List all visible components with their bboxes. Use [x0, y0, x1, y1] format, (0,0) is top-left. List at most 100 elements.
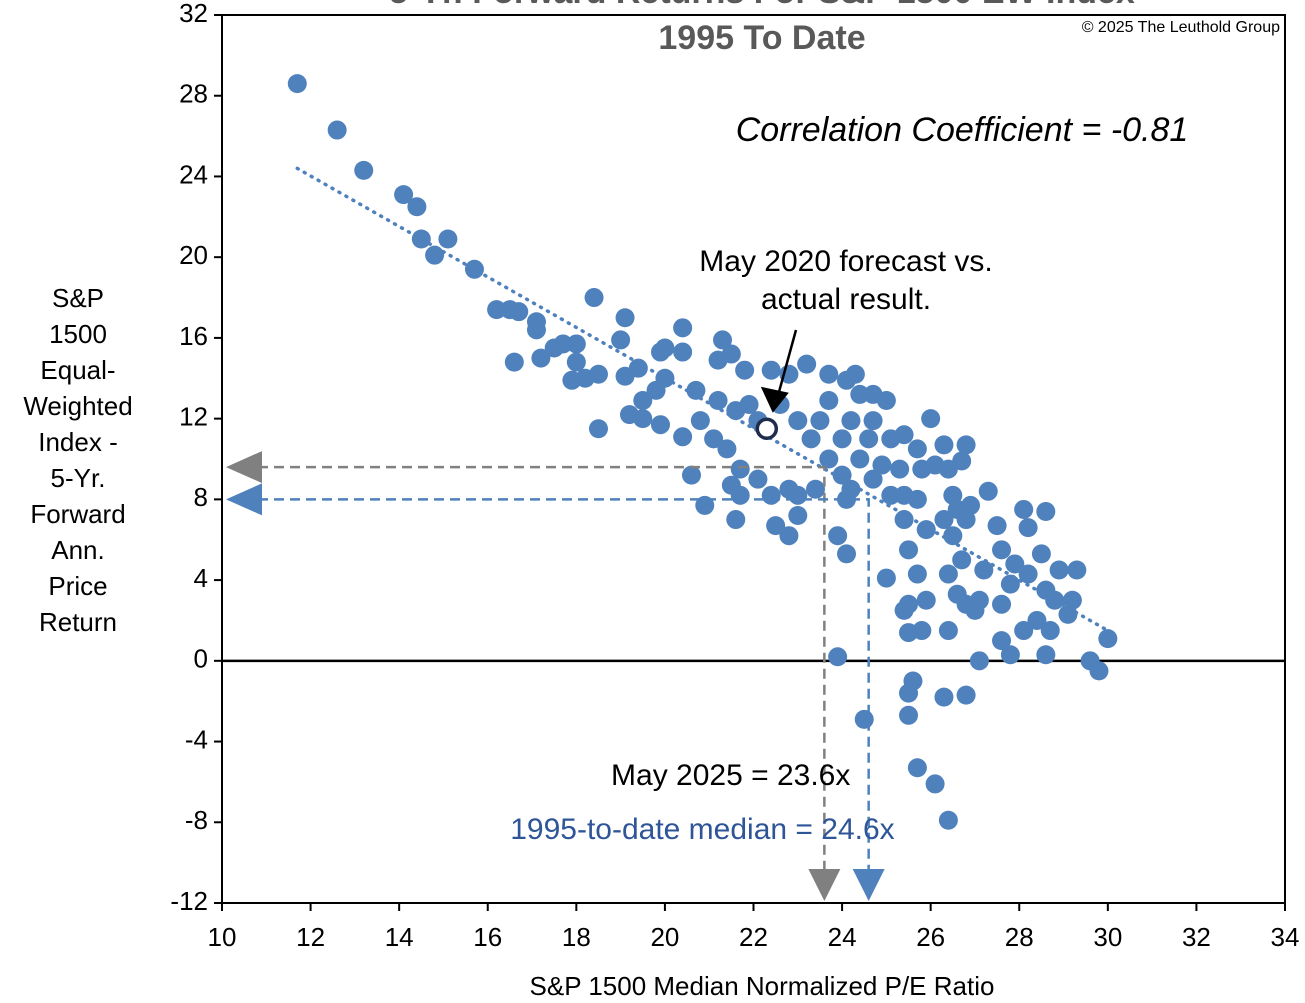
x-tick-label: 26	[916, 922, 945, 952]
y-tick-label: 0	[194, 644, 208, 674]
y-axis-label: Ann.	[51, 535, 105, 565]
point	[907, 564, 927, 584]
point	[788, 485, 808, 505]
point	[761, 360, 781, 380]
y-tick-label: 28	[179, 79, 208, 109]
highlight-arrow-head	[760, 386, 789, 413]
point	[673, 427, 693, 447]
point	[992, 631, 1012, 651]
point	[952, 550, 972, 570]
point	[553, 334, 573, 354]
point	[797, 354, 817, 374]
x-tick-label: 30	[1093, 922, 1122, 952]
point	[655, 368, 675, 388]
point	[841, 411, 861, 431]
x-tick-label: 14	[385, 922, 414, 952]
point	[584, 288, 604, 308]
point	[531, 348, 551, 368]
point	[876, 568, 896, 588]
point	[327, 120, 347, 140]
point	[788, 411, 808, 431]
y-axis-label: S&P	[52, 283, 104, 313]
point	[704, 429, 724, 449]
point	[894, 600, 914, 620]
y-axis-label: Weighted	[23, 391, 132, 421]
y-tick-label: 12	[179, 402, 208, 432]
y-axis-label: Price	[48, 571, 107, 601]
point	[907, 489, 927, 509]
chart-title: 5-Yr. Forward Returns For S&P 1500 EW In…	[389, 0, 1135, 11]
point	[407, 197, 427, 217]
point	[938, 621, 958, 641]
point	[1027, 610, 1047, 630]
highlight-arrow-shaft	[777, 329, 798, 394]
x-tick-label: 34	[1271, 922, 1300, 952]
point	[1049, 560, 1069, 580]
arrow-left	[226, 483, 262, 516]
point	[806, 479, 826, 499]
point	[978, 481, 998, 501]
point	[504, 352, 524, 372]
point	[633, 390, 653, 410]
point	[845, 364, 865, 384]
trendline	[295, 166, 1110, 633]
point	[899, 705, 919, 725]
point	[438, 229, 458, 249]
point	[916, 590, 936, 610]
x-tick-label: 20	[650, 922, 679, 952]
y-tick-label: -8	[185, 805, 208, 835]
reference-line	[258, 498, 870, 873]
point	[850, 449, 870, 469]
point	[1014, 499, 1034, 519]
correlation: Correlation Coefficient = -0.81	[736, 111, 1189, 149]
point	[509, 302, 529, 322]
point	[673, 342, 693, 362]
point	[934, 435, 954, 455]
arrow-left	[226, 451, 262, 484]
point	[987, 516, 1007, 536]
point	[921, 409, 941, 429]
point	[899, 540, 919, 560]
point	[681, 465, 701, 485]
point	[1018, 518, 1038, 538]
point	[1067, 560, 1087, 580]
point	[721, 344, 741, 364]
x-tick-label: 24	[828, 922, 857, 952]
point	[526, 320, 546, 340]
point	[628, 358, 648, 378]
point	[1089, 661, 1109, 681]
point	[916, 520, 936, 540]
point	[828, 647, 848, 667]
point	[650, 415, 670, 435]
point	[992, 540, 1012, 560]
point	[588, 419, 608, 439]
point	[712, 330, 732, 350]
point	[956, 435, 976, 455]
point	[907, 439, 927, 459]
point	[735, 360, 755, 380]
arrow-down	[852, 869, 885, 901]
point	[673, 318, 693, 338]
point	[828, 526, 848, 546]
y-axis-label: Equal-	[40, 355, 115, 385]
point	[1000, 574, 1020, 594]
point	[863, 411, 883, 431]
point	[717, 439, 737, 459]
point	[695, 495, 715, 515]
y-tick-label: 4	[194, 563, 208, 593]
point	[810, 411, 830, 431]
point	[819, 364, 839, 384]
x-tick-label: 16	[473, 922, 502, 952]
y-axis-label: Forward	[30, 499, 125, 529]
point	[690, 411, 710, 431]
point	[890, 459, 910, 479]
point	[1031, 544, 1051, 564]
y-axis-label: Index -	[38, 427, 118, 457]
y-axis-label: 5-Yr.	[51, 463, 106, 493]
y-tick-label: 8	[194, 482, 208, 512]
point	[394, 185, 414, 205]
reference-line	[258, 465, 826, 873]
y-tick-label: 24	[179, 159, 208, 189]
y-tick-label: 16	[179, 321, 208, 351]
